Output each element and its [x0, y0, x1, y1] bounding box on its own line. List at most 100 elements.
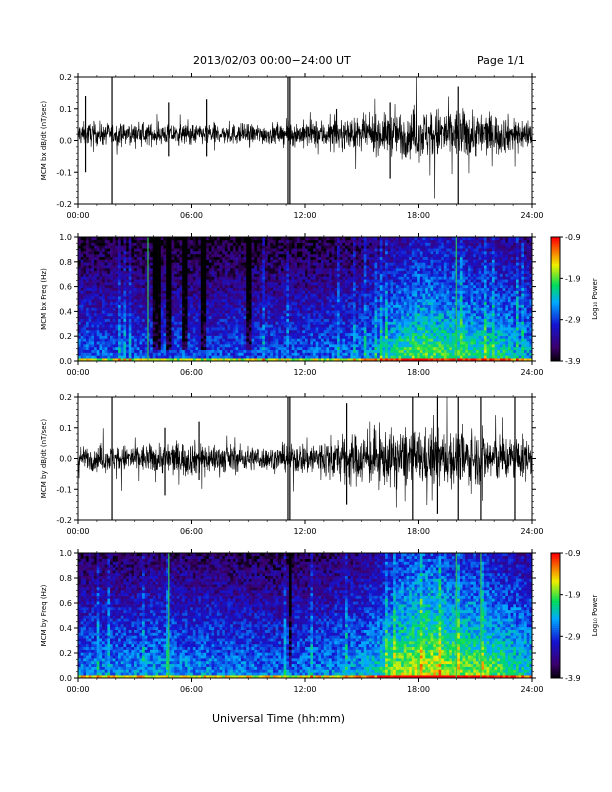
- heatmap-cell: [337, 245, 341, 249]
- heatmap-cell: [337, 299, 341, 303]
- heatmap-cell: [174, 321, 178, 325]
- heatmap-cell: [150, 284, 154, 289]
- heatmap-cell: [192, 310, 196, 314]
- heatmap-cell: [166, 338, 170, 342]
- heatmap-cell: [192, 318, 196, 322]
- y-tick-label: -0.2: [56, 200, 72, 209]
- heatmap-cell: [155, 304, 159, 308]
- heatmap-cell: [248, 245, 252, 249]
- heatmap-cell: [166, 282, 170, 286]
- heatmap-cell: [345, 256, 349, 260]
- heatmap-cell: [224, 251, 228, 255]
- heatmap-cell: [358, 335, 362, 339]
- heatmap-cell: [369, 341, 373, 345]
- heatmap-cell: [144, 335, 148, 339]
- heatmap-cell: [91, 313, 95, 317]
- heatmap-cell: [270, 245, 274, 249]
- heatmap-cell: [230, 239, 234, 243]
- heatmap-cell: [216, 324, 220, 328]
- heatmap-cell: [91, 284, 95, 289]
- heatmap-cell: [88, 262, 92, 266]
- heatmap-cell: [240, 284, 244, 289]
- heatmap-cell: [139, 327, 143, 331]
- heatmap-cell: [288, 313, 292, 317]
- heatmap-cell: [230, 279, 234, 283]
- heatmap-cell: [200, 287, 204, 291]
- heatmap-cell: [278, 296, 282, 300]
- heatmap-cell: [112, 310, 116, 314]
- heatmap-cell: [179, 265, 183, 269]
- heatmap-cell: [350, 287, 354, 291]
- heatmap-cell: [353, 256, 357, 260]
- heatmap-cell: [182, 313, 186, 317]
- heatmap-cell: [321, 287, 324, 291]
- heatmap-cell: [345, 304, 349, 308]
- heatmap-cell: [272, 253, 276, 258]
- heatmap-cell: [337, 290, 341, 294]
- heatmap-cell: [369, 307, 373, 311]
- heatmap-cell: [171, 318, 175, 322]
- heatmap-cell: [291, 268, 295, 272]
- heatmap-cell: [342, 270, 346, 274]
- heatmap-cell: [147, 344, 151, 348]
- heatmap-cell: [339, 349, 343, 353]
- x-tick-label: 06:00: [180, 211, 203, 220]
- heatmap-cell: [307, 318, 311, 322]
- heatmap-cell: [152, 355, 156, 359]
- heatmap-cell: [94, 321, 97, 325]
- heatmap-cell: [198, 296, 202, 300]
- heatmap-cell: [345, 259, 349, 263]
- heatmap-cell: [216, 273, 220, 277]
- heatmap-cell: [182, 287, 186, 291]
- heatmap-cell: [321, 346, 324, 351]
- heatmap-cell: [216, 253, 220, 258]
- heatmap-cell: [238, 352, 242, 356]
- heatmap-cell: [222, 248, 226, 252]
- heatmap-cell: [120, 273, 124, 277]
- heatmap-cell: [176, 262, 180, 266]
- heatmap-cell: [288, 279, 292, 283]
- heatmap-cell: [366, 242, 370, 246]
- heatmap-cell: [264, 248, 268, 252]
- heatmap-cell: [163, 318, 167, 322]
- heatmap-cell: [192, 301, 196, 305]
- heatmap-cell: [104, 307, 108, 311]
- heatmap-cell: [347, 304, 351, 308]
- heatmap-cell: [174, 299, 178, 303]
- heatmap-cell: [262, 332, 266, 336]
- heatmap-cell: [214, 248, 218, 252]
- heatmap-cell: [208, 273, 212, 277]
- heatmap-cell: [256, 324, 260, 328]
- heatmap-cell: [305, 253, 308, 258]
- heatmap-cell: [160, 352, 164, 356]
- heatmap-cell: [222, 256, 226, 260]
- heatmap-cell: [139, 273, 143, 277]
- heatmap-cell: [160, 299, 164, 303]
- heatmap-cell: [80, 242, 84, 246]
- heatmap-cell: [347, 259, 351, 263]
- heatmap-cell: [321, 259, 324, 263]
- heatmap-cell: [107, 282, 111, 286]
- heatmap-cell: [337, 273, 341, 277]
- heatmap-cell: [280, 304, 284, 308]
- heatmap-cell: [230, 293, 234, 297]
- heatmap-cell: [142, 299, 146, 303]
- heatmap-cell: [315, 346, 319, 351]
- heatmap-cell: [321, 293, 324, 297]
- heatmap-cell: [86, 301, 89, 305]
- heatmap-cell: [291, 290, 295, 294]
- heatmap-cell: [160, 358, 164, 362]
- heatmap-cell: [286, 346, 290, 351]
- heatmap-cell: [83, 307, 87, 311]
- heatmap-cell: [190, 318, 194, 322]
- heatmap-cell: [232, 245, 236, 249]
- heatmap-cell: [256, 248, 260, 252]
- heatmap-cell: [107, 284, 111, 289]
- heatmap-cell: [142, 307, 146, 311]
- heatmap-cell: [128, 313, 132, 317]
- heatmap-cell: [102, 341, 106, 345]
- heatmap-cell: [118, 318, 122, 322]
- heatmap-cell: [203, 352, 207, 356]
- heatmap-cell: [323, 318, 327, 322]
- heatmap-cell: [86, 327, 89, 331]
